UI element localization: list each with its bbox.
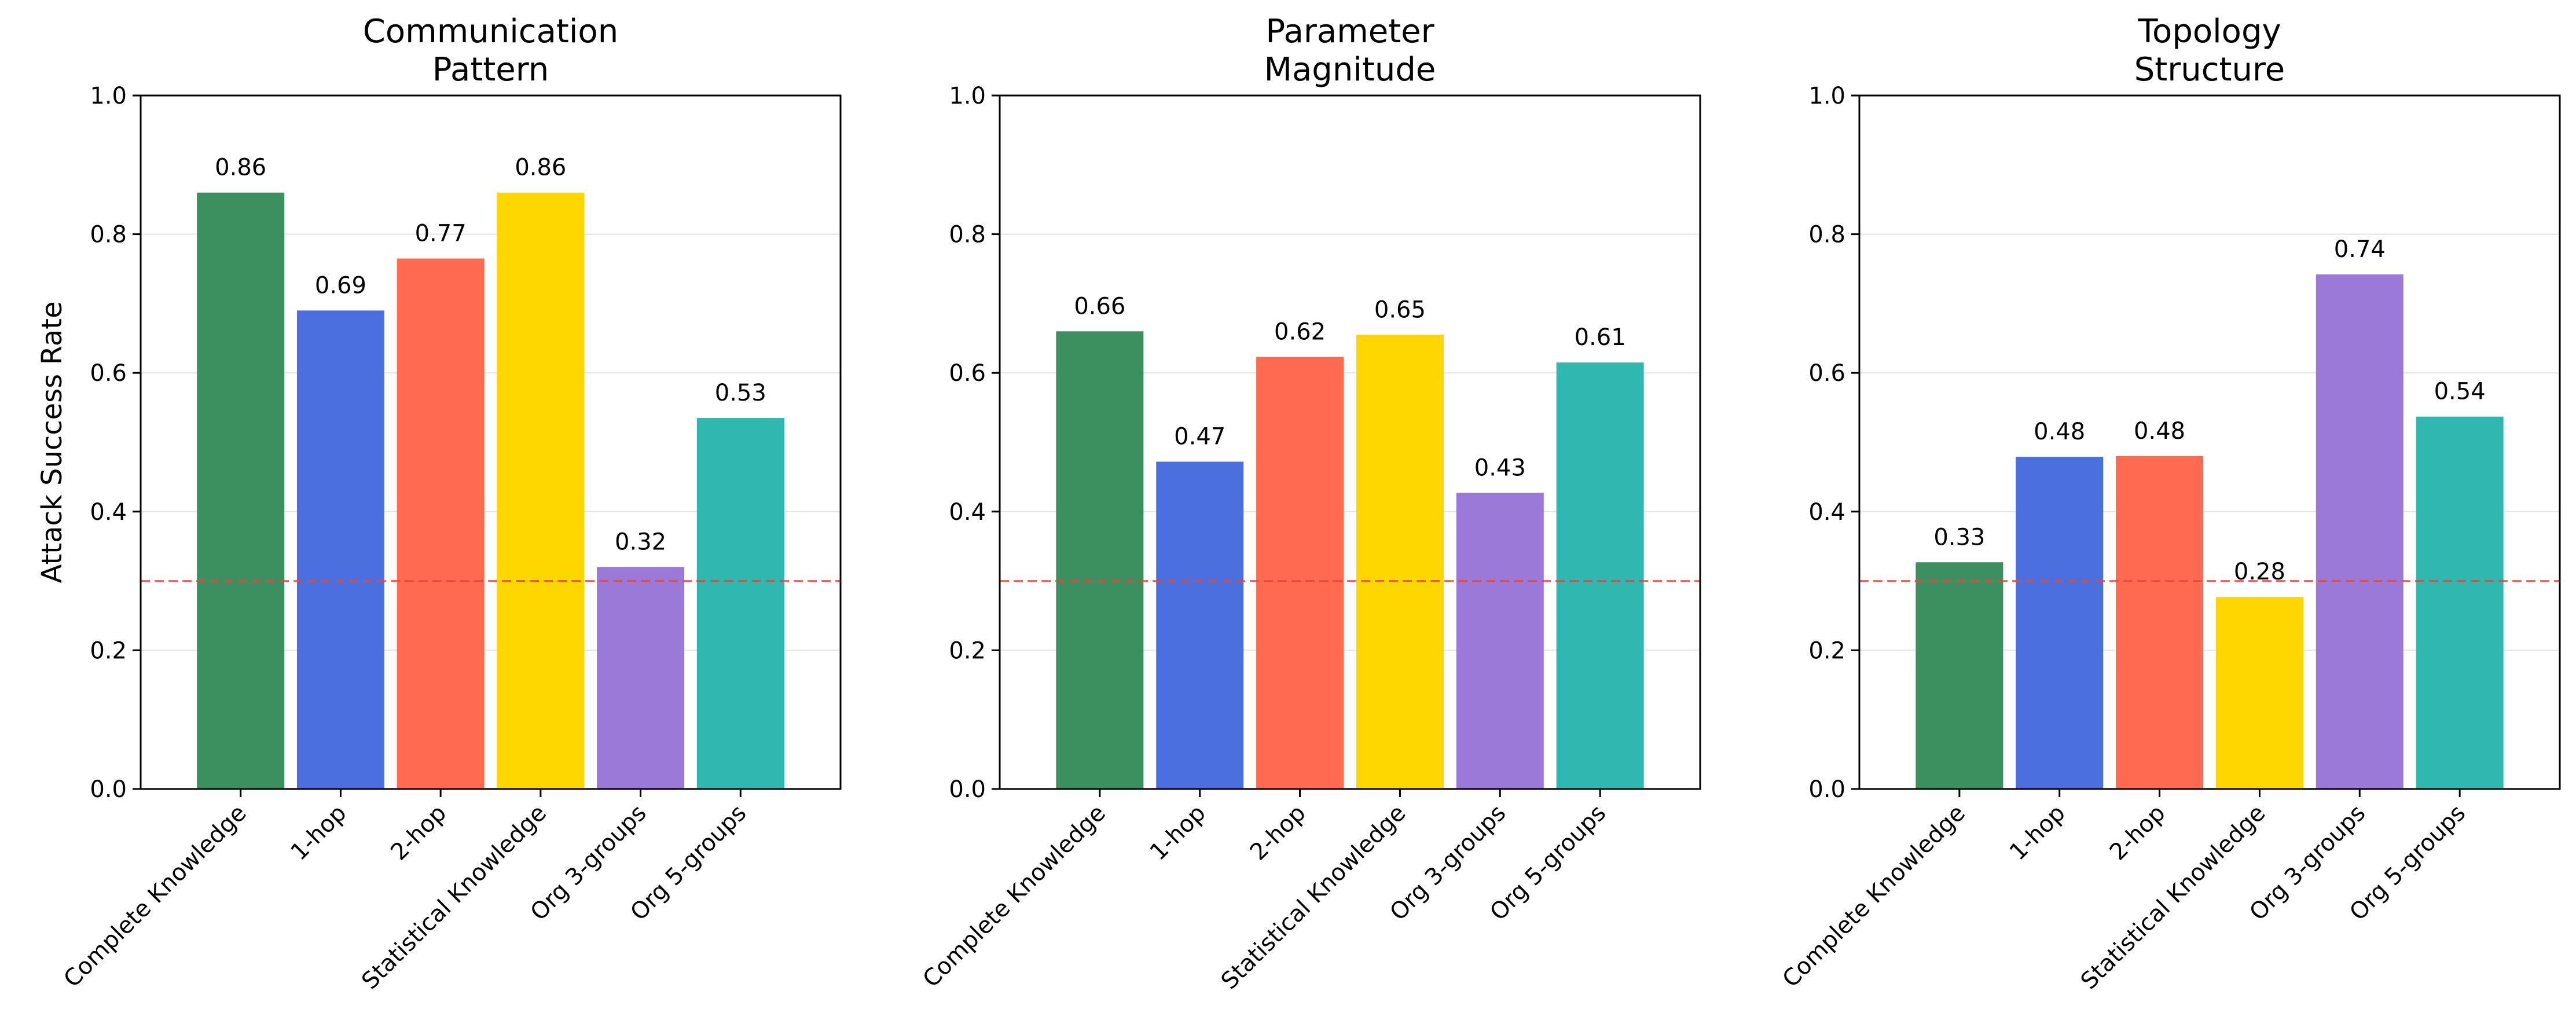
bar xyxy=(1256,357,1344,789)
x-tick-label: Statistical Knowledge xyxy=(2076,800,2271,995)
axes-frame xyxy=(1858,94,2561,790)
x-tick-label: Statistical Knowledge xyxy=(357,800,552,995)
data-label: 0.61 xyxy=(1575,324,1626,351)
x-tick-label: 2-hop xyxy=(2105,800,2171,866)
data-label: 0.48 xyxy=(2134,418,2185,445)
bar xyxy=(1456,493,1544,789)
chart-title: Communication xyxy=(363,13,618,50)
chart-title: Structure xyxy=(2134,51,2285,89)
data-label: 0.32 xyxy=(615,529,666,556)
chart-title: Magnitude xyxy=(1264,51,1436,89)
chart-panel-1: 0.86 0.69 0.77 0.86 0.32 0.53 0.0 0.2 0.4 0.6 0.8 1… xyxy=(36,13,842,995)
data-label: 0.53 xyxy=(715,380,766,406)
bar xyxy=(597,567,685,789)
y-tick-label: 0.0 xyxy=(1808,776,1845,803)
data-label: 0.66 xyxy=(1074,293,1125,320)
y-tick-label: 0.6 xyxy=(90,360,127,387)
bar xyxy=(1056,331,1144,789)
data-label: 0.62 xyxy=(1274,319,1326,346)
data-label: 0.86 xyxy=(515,155,566,181)
y-tick-label: 0.0 xyxy=(90,776,127,803)
data-label: 0.54 xyxy=(2434,379,2486,405)
y-tick-label: 0.4 xyxy=(1808,499,1845,526)
x-tick-label: Complete Knowledge xyxy=(918,800,1111,993)
bar xyxy=(1556,362,1644,789)
x-tick-label: 1-hop xyxy=(286,800,352,866)
data-label: 0.33 xyxy=(1933,524,1985,550)
bar xyxy=(696,418,784,789)
y-tick-label: 0.6 xyxy=(1808,360,1845,387)
x-tick-label: 2-hop xyxy=(1245,800,1311,866)
y-tick-label: 0.8 xyxy=(1808,222,1845,248)
y-tick-label: 0.2 xyxy=(1808,637,1845,664)
y-tick-label: 0.8 xyxy=(949,222,986,248)
y-tick-label: 0.2 xyxy=(90,637,127,664)
bar xyxy=(2416,416,2504,789)
bar xyxy=(2316,274,2403,790)
y-tick-label: 0.0 xyxy=(949,776,986,803)
bar xyxy=(1356,335,1444,789)
data-label: 0.69 xyxy=(315,272,366,299)
data-label: 0.86 xyxy=(215,155,266,181)
chart-panel-2: 0.66 0.47 0.62 0.65 0.43 0.61 0.0 0.2 0.4 0.6 0.8 1… xyxy=(918,13,1701,995)
data-label: 0.77 xyxy=(415,221,467,247)
bar xyxy=(497,192,585,790)
y-axis-label: Attack Success Rate xyxy=(36,301,68,583)
x-tick-label: Complete Knowledge xyxy=(1778,800,1970,993)
bar xyxy=(2016,457,2104,789)
x-tick-label: 1-hop xyxy=(2005,800,2071,866)
x-tick-label: 1-hop xyxy=(1145,800,1211,866)
data-label: 0.65 xyxy=(1374,296,1426,323)
y-tick-label: 0.8 xyxy=(90,222,127,248)
chart-panel-3: 0.33 0.48 0.48 0.28 0.74 0.54 0.0 0.2 0.4 0.6 0.8 1… xyxy=(1778,13,2561,995)
chart-title: Pattern xyxy=(432,51,549,89)
y-tick-label: 0.6 xyxy=(949,360,986,387)
y-tick-label: 0.2 xyxy=(949,637,986,664)
data-label: 0.47 xyxy=(1174,424,1225,450)
y-tick-label: 0.4 xyxy=(90,499,127,526)
y-tick-label: 1.0 xyxy=(949,83,986,109)
y-tick-label: 1.0 xyxy=(1808,83,1845,109)
y-tick-label: 0.4 xyxy=(949,499,986,526)
bar xyxy=(397,258,485,789)
y-tick-label: 1.0 xyxy=(90,83,127,109)
bar xyxy=(197,192,285,790)
bar xyxy=(1156,461,1244,789)
bar xyxy=(2215,597,2303,789)
chart-title: Topology xyxy=(2137,13,2281,50)
axes-frame xyxy=(999,94,1701,790)
data-label: 0.74 xyxy=(2334,236,2386,263)
axes-frame xyxy=(140,94,842,790)
x-tick-label: 2-hop xyxy=(386,800,452,866)
x-tick-label: Statistical Knowledge xyxy=(1216,800,1411,995)
data-label: 0.48 xyxy=(2034,419,2085,445)
bar xyxy=(296,310,384,789)
bar xyxy=(1916,562,2003,789)
data-label: 0.28 xyxy=(2234,559,2285,585)
data-label: 0.43 xyxy=(1474,454,1526,481)
bar xyxy=(2116,456,2204,789)
x-tick-label: Complete Knowledge xyxy=(58,800,251,993)
chart-title: Parameter xyxy=(1265,13,1434,50)
